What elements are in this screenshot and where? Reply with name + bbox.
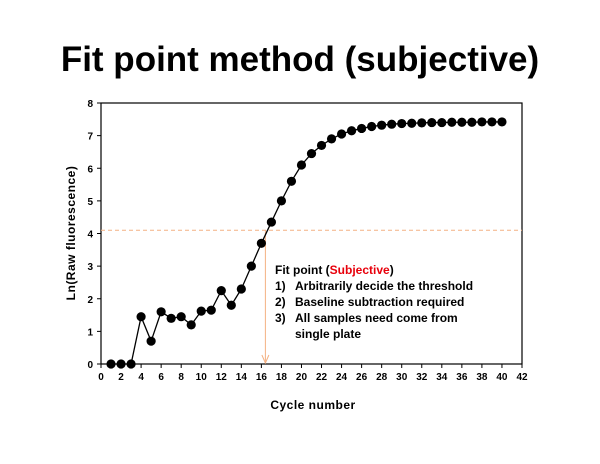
data-point [196, 306, 206, 316]
annotation-item-number: 3) [275, 311, 286, 325]
fit-point-arrow-head [261, 354, 270, 365]
x-tick-label: 4 [138, 372, 144, 383]
annotation-item: 3) All samples need come from [275, 310, 473, 326]
data-point [266, 217, 277, 227]
data-point [437, 117, 447, 128]
x-tick-label: 42 [516, 372, 528, 383]
x-tick-label: 22 [316, 372, 328, 383]
x-axis-title: Cycle number [270, 398, 355, 412]
x-tick-label: 16 [256, 372, 268, 383]
data-point [256, 238, 266, 248]
data-point [276, 196, 287, 206]
data-point [457, 117, 467, 127]
x-tick-label: 12 [216, 372, 228, 383]
x-tick-label: 34 [436, 372, 448, 383]
annotation-item-number: 2) [275, 295, 286, 309]
data-point [286, 176, 297, 186]
x-tick-label: 14 [236, 372, 248, 383]
x-tick-label: 40 [496, 372, 508, 383]
annotation-item-text: All samples need come from [295, 311, 458, 325]
x-tick-label: 30 [396, 372, 408, 383]
data-point [306, 148, 317, 159]
y-tick-label: 4 [87, 230, 93, 241]
data-point [377, 120, 387, 130]
x-tick-label: 32 [416, 372, 428, 383]
data-point [367, 121, 377, 132]
x-tick-label: 38 [476, 372, 488, 383]
data-point [326, 134, 337, 144]
y-tick-label: 6 [87, 164, 93, 175]
data-point [467, 117, 477, 127]
data-point [397, 118, 407, 129]
data-point [156, 307, 166, 317]
data-point [206, 305, 216, 315]
annotation-item-number: 1) [275, 279, 286, 293]
data-point [106, 359, 116, 369]
data-point [216, 285, 226, 296]
data-point [316, 140, 327, 151]
annotation-item: single plate [275, 326, 473, 342]
x-tick-label: 0 [98, 372, 104, 383]
data-point [166, 313, 176, 323]
y-tick-label: 2 [87, 295, 93, 306]
x-tick-label: 18 [276, 372, 288, 383]
annotation-heading-prefix: Fit point ( [275, 263, 330, 277]
y-tick-label: 5 [87, 197, 93, 208]
data-point [427, 117, 437, 128]
annotation-box: Fit point (Subjective) 1) Arbitrarily de… [275, 262, 473, 342]
annotation-item-text: single plate [295, 327, 362, 341]
x-tick-label: 6 [158, 372, 164, 383]
x-tick-label: 28 [376, 372, 388, 383]
y-tick-label: 1 [87, 327, 93, 338]
data-point [357, 123, 367, 134]
data-point [346, 126, 357, 136]
x-tick-label: 10 [196, 372, 208, 383]
y-tick-label: 8 [87, 99, 93, 110]
y-axis-title: Ln(Raw fluorescence) [64, 166, 78, 301]
y-tick-label: 0 [87, 360, 93, 371]
annotation-item: 2) Baseline subtraction required [275, 294, 473, 310]
data-point [146, 336, 156, 346]
x-tick-label: 20 [296, 372, 308, 383]
y-tick-label: 7 [87, 132, 93, 143]
annotation-item-text: Arbitrarily decide the threshold [295, 279, 474, 293]
data-point [407, 118, 417, 128]
annotation-heading: Fit point (Subjective) [275, 262, 473, 278]
slide-title: Fit point method (subjective) [60, 40, 540, 79]
data-point [447, 117, 457, 127]
annotation-item: 1) Arbitrarily decide the threshold [275, 278, 473, 294]
data-point [226, 300, 236, 310]
data-point [477, 117, 487, 127]
data-point [296, 160, 307, 170]
data-point [116, 359, 126, 369]
data-point [487, 117, 497, 127]
data-point [387, 119, 397, 129]
x-tick-label: 26 [356, 372, 368, 383]
data-point [236, 284, 246, 294]
annotation-heading-suffix: ) [389, 263, 394, 277]
series-line [111, 121, 502, 365]
data-point [136, 312, 146, 322]
annotation-item-text: Baseline subtraction required [295, 295, 465, 309]
data-point [186, 320, 196, 330]
data-point [417, 118, 427, 128]
y-tick-label: 3 [87, 262, 93, 273]
data-point [246, 261, 256, 271]
x-tick-label: 2 [118, 372, 124, 383]
data-point [336, 129, 347, 139]
annotation-item-number [275, 326, 295, 342]
annotation-heading-highlight: Subjective [329, 263, 390, 277]
x-tick-label: 8 [178, 372, 184, 383]
x-tick-label: 36 [456, 372, 468, 383]
x-tick-label: 24 [336, 372, 348, 383]
data-point [176, 312, 186, 322]
data-point [126, 359, 136, 369]
data-point [497, 117, 507, 127]
